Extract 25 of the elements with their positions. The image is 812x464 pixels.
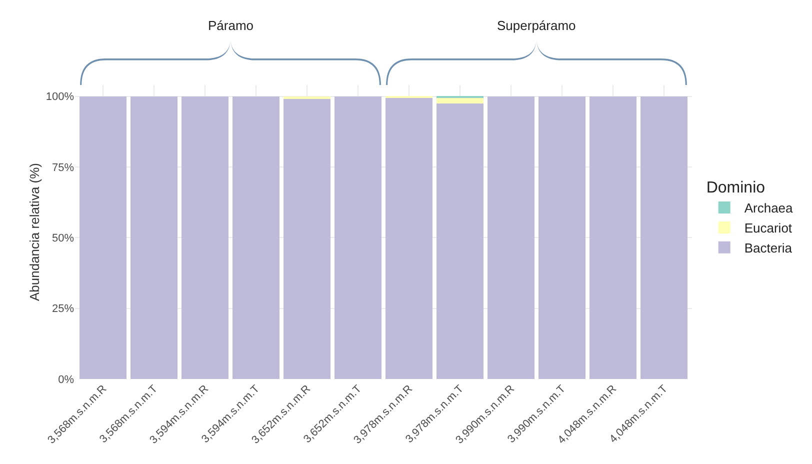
y-tick-label: 100% (46, 91, 74, 104)
bar (640, 96, 688, 379)
text: Superpáramo (497, 18, 576, 33)
legend-label: Bacteria (744, 240, 793, 256)
bar (436, 98, 484, 104)
bar (284, 99, 330, 379)
bar (182, 96, 228, 379)
y-tick-label: 75% (52, 162, 74, 174)
bar (590, 96, 636, 379)
legend-label: Archaea (744, 200, 794, 216)
bar (80, 96, 126, 379)
bar (436, 103, 484, 379)
bar (232, 96, 280, 379)
legend-label: Eucariot (744, 220, 792, 236)
bar (538, 96, 586, 379)
y-tick-label: 50% (52, 232, 74, 244)
y-axis-title: Abundancia relativa (%) (27, 162, 42, 302)
bar (386, 98, 432, 379)
bar (130, 96, 178, 379)
legend-title: Dominio (706, 180, 766, 197)
text: Páramo (208, 18, 254, 33)
bar (334, 96, 382, 379)
bar (488, 96, 534, 379)
y-tick-label: 0% (58, 374, 74, 386)
y-tick-label: 25% (52, 303, 74, 316)
